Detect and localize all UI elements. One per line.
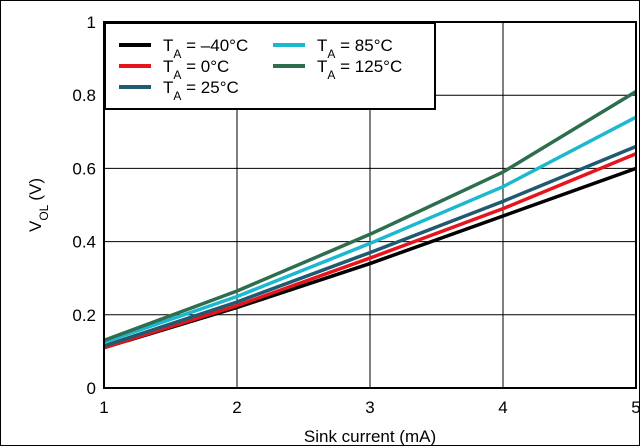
y-axis-label: VOL (V) <box>26 178 51 232</box>
legend-label: TA = –40°C <box>163 36 248 61</box>
y-label-sub: OL <box>37 204 51 220</box>
legend-item-4: TA = 125°C <box>273 57 402 82</box>
y-label-unit: (V) <box>26 178 45 201</box>
x-axis-label: Sink current (mA) <box>304 427 436 446</box>
series-line-4 <box>103 90 637 343</box>
legend-label: TA = 125°C <box>317 57 402 82</box>
legend-label: TA = 0°C <box>163 57 229 82</box>
legend-item-3: TA = 85°C <box>273 36 393 61</box>
y-tick-label: 0.6 <box>72 159 96 178</box>
series-line-2 <box>103 144 637 348</box>
legend-label: TA = 85°C <box>317 36 393 61</box>
x-tick-label: 1 <box>99 398 108 417</box>
y-tick-label: 0 <box>87 379 96 398</box>
y-label-main: V <box>26 220 45 232</box>
x-tick-label: 3 <box>365 398 374 417</box>
y-tick-label: 1 <box>87 13 96 32</box>
x-tick-label: 4 <box>498 398 507 417</box>
tick-labels: 1 2 3 4 5 0 0.2 0.4 0.6 0.8 1 <box>72 13 640 417</box>
y-tick-label: 0.4 <box>72 233 96 252</box>
legend: TA = –40°CTA = 0°CTA = 25°C TA = 85°CTA =… <box>104 22 436 110</box>
y-tick-label: 0.2 <box>72 306 96 325</box>
y-tick-label: 0.8 <box>72 86 96 105</box>
legend-item-2: TA = 25°C <box>119 78 239 103</box>
series-lines <box>103 90 637 350</box>
legend-item-0: TA = –40°C <box>119 36 248 61</box>
legend-label: TA = 25°C <box>163 78 239 103</box>
x-tick-label: 5 <box>631 398 640 417</box>
series-line-1 <box>103 152 637 350</box>
x-tick-label: 2 <box>232 398 241 417</box>
legend-item-1: TA = 0°C <box>119 57 229 82</box>
series-line-3 <box>103 115 637 344</box>
legend-box <box>104 22 436 110</box>
